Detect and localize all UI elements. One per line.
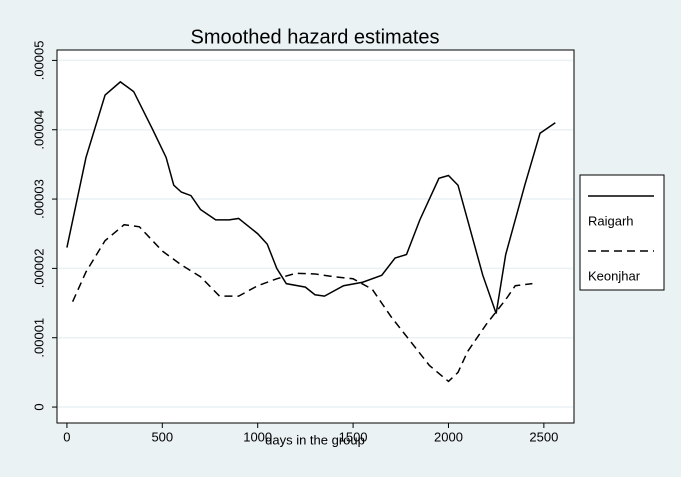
plot-area: [56, 49, 575, 424]
x-axis-label: days in the group: [265, 432, 365, 447]
legend-label: Keonjhar: [588, 268, 641, 283]
y-tick-label: .00003: [31, 179, 46, 219]
y-tick-label: 0: [31, 403, 46, 410]
x-tick-label: 2000: [434, 429, 463, 444]
chart-title: Smoothed hazard estimates: [190, 26, 439, 48]
y-tick-label: .00002: [31, 249, 46, 289]
x-tick-label: 500: [151, 429, 173, 444]
x-tick-label: 2500: [529, 429, 558, 444]
x-tick-label: 0: [63, 429, 70, 444]
y-tick-label: .00004: [31, 110, 46, 150]
legend-label: Raigarh: [588, 213, 634, 228]
legend: [579, 174, 665, 291]
series-line: [66, 80, 556, 314]
series-line: [71, 223, 533, 383]
y-tick-label: .00001: [31, 318, 46, 358]
x-tick-label: 1500: [339, 429, 368, 444]
y-tick-label: .00005: [31, 41, 46, 81]
x-tick-label: 1000: [243, 429, 272, 444]
